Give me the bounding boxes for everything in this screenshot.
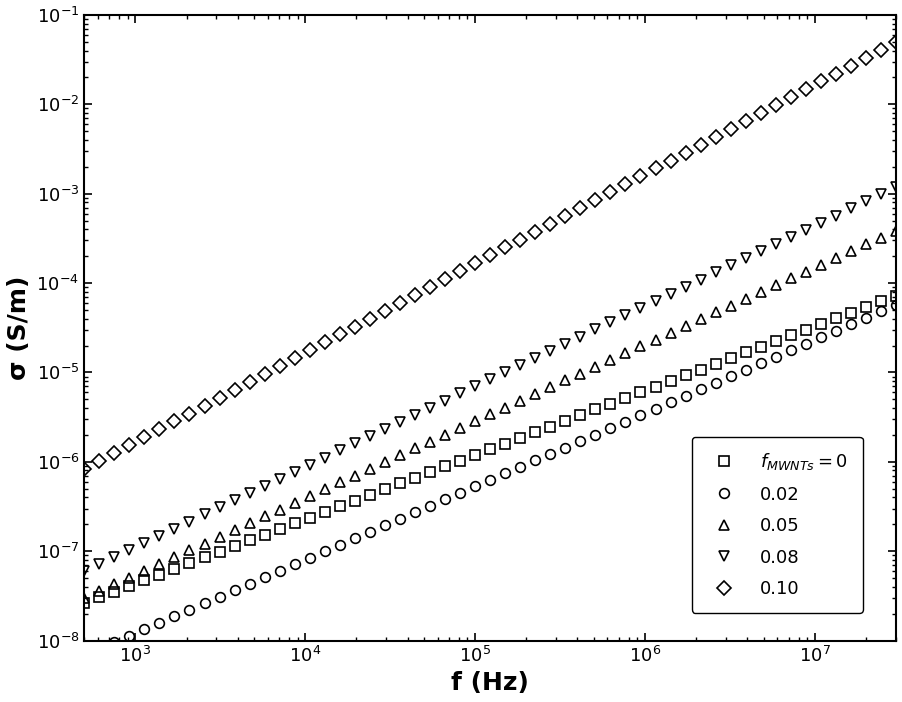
$f_{MWNTs}=0$	[889, 291, 900, 300]
0.10	[799, 85, 810, 93]
0.02	[169, 612, 179, 621]
$f_{MWNTs}=0$	[875, 297, 886, 305]
0.08	[799, 225, 810, 234]
0.10	[169, 417, 179, 425]
$f_{MWNTs}=0$	[78, 599, 89, 607]
0.08	[379, 425, 390, 433]
0.02	[875, 307, 886, 316]
$f_{MWNTs}=0$	[274, 525, 285, 534]
0.05	[78, 594, 89, 602]
0.02	[78, 651, 89, 659]
0.05	[875, 233, 886, 241]
0.08	[889, 183, 900, 192]
0.10	[379, 307, 390, 315]
0.08	[169, 524, 179, 533]
0.10	[78, 465, 89, 473]
$f_{MWNTs}=0$	[799, 326, 810, 334]
0.08	[229, 496, 240, 505]
0.02	[799, 340, 810, 348]
0.05	[379, 458, 390, 466]
X-axis label: f (Hz): f (Hz)	[451, 671, 529, 695]
0.10	[229, 385, 240, 394]
Line: 0.02: 0.02	[79, 300, 900, 660]
0.08	[274, 475, 285, 483]
0.02	[889, 300, 900, 309]
0.02	[229, 586, 240, 595]
0.02	[379, 521, 390, 529]
0.05	[229, 526, 240, 534]
Line: 0.05: 0.05	[79, 226, 900, 603]
0.05	[169, 553, 179, 562]
Line: 0.08: 0.08	[79, 183, 900, 576]
Line: 0.10: 0.10	[79, 37, 900, 474]
0.05	[889, 227, 900, 235]
Legend: $f_{MWNTs}=0$, 0.02, 0.05, 0.08, 0.10: $f_{MWNTs}=0$, 0.02, 0.05, 0.08, 0.10	[691, 437, 861, 613]
0.05	[799, 267, 810, 276]
$f_{MWNTs}=0$	[169, 564, 179, 573]
0.10	[889, 38, 900, 46]
0.08	[875, 190, 886, 199]
0.10	[875, 46, 886, 54]
0.02	[274, 567, 285, 575]
$f_{MWNTs}=0$	[229, 542, 240, 550]
0.08	[78, 567, 89, 576]
0.05	[274, 505, 285, 514]
$f_{MWNTs}=0$	[379, 485, 390, 494]
Line: $f_{MWNTs}=0$: $f_{MWNTs}=0$	[79, 291, 900, 608]
0.10	[274, 362, 285, 371]
Y-axis label: σ (S/m): σ (S/m)	[7, 276, 31, 380]
